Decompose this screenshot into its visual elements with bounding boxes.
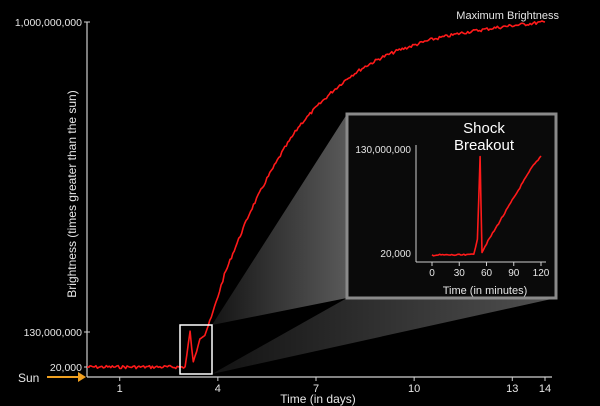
main-brightness-series [86,20,546,370]
inset-brightness-series [431,155,542,257]
x-tick-label: 90 [508,268,520,279]
main-y-axis-label: Brightness (times greater than the sun) [65,90,79,297]
x-tick-label: 14 [539,383,551,395]
main-ytick-label: 1,000,000,000 [15,17,82,29]
zoom-beam-upper [212,114,347,325]
shock-breakout-inset: 130,000,000 20,000 0 30 60 90 120 Time (in m… [345,112,558,300]
main-ytick-label: 20,000 [50,362,82,374]
inset-ytick-label: 20,000 [380,249,411,260]
sun-arrow-icon [47,372,86,382]
sun-label: Sun [18,371,39,385]
main-x-axis-label: Time (in days) [280,392,356,406]
inset-title-line1: Shock [463,120,505,137]
main-y-axis [84,21,90,377]
x-tick-label: 0 [429,268,435,279]
x-tick-label: 4 [215,383,221,395]
inset-title-line2: Breakout [454,137,515,154]
x-tick-label: 120 [533,268,550,279]
inset-x-ticks: 0 30 60 90 120 [429,262,550,279]
x-tick-label: 60 [481,268,493,279]
inset-ytick-label: 130,000,000 [355,145,411,156]
inset-x-axis-label: Time (in minutes) [443,285,528,297]
main-ytick-label: 130,000,000 [24,327,83,339]
x-tick-label: 7 [313,383,319,395]
zoom-region-box [179,324,213,375]
x-tick-label: 30 [454,268,466,279]
peak-annotation: Maximum Brightness [456,10,559,22]
x-tick-label: 1 [117,383,123,395]
main-x-ticks: 1 4 7 10 13 14 [117,377,551,395]
x-tick-label: 13 [506,383,518,395]
x-tick-label: 10 [408,383,420,395]
zoom-beam-lower [212,298,556,374]
